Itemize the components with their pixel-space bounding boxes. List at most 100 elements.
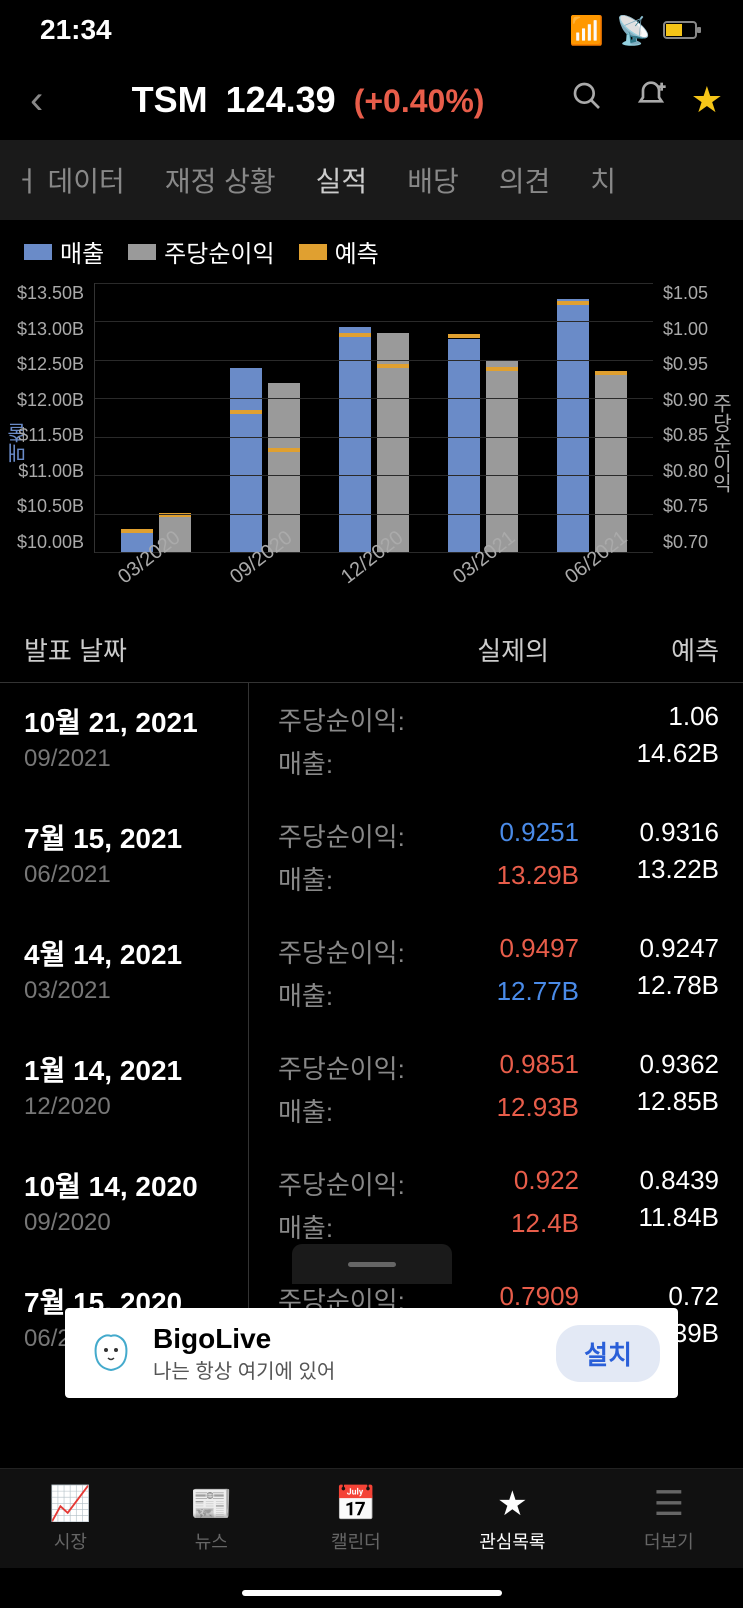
bar-group [121, 283, 191, 552]
home-indicator[interactable] [242, 1590, 502, 1596]
row-forecast: 0.936212.85B [579, 1049, 719, 1129]
tab-2[interactable]: 실적 [310, 152, 374, 208]
nav-label: 캘린더 [331, 1528, 381, 1554]
bar-forecast-marker [121, 529, 153, 533]
tab-1[interactable]: 재정 상황 [159, 152, 282, 208]
legend-item: 주당순이익 [128, 234, 274, 269]
chart-plot [94, 283, 653, 553]
legend-swatch [299, 244, 327, 260]
x-axis-labels: 03/202009/202012/202003/202106/2021 [94, 557, 653, 613]
row-forecast: 0.924712.78B [579, 933, 719, 1013]
tab-0[interactable]: ㅓ 데이터 [8, 152, 131, 208]
y-right-tick: $1.05 [663, 283, 711, 304]
legend-label: 예측 [335, 234, 379, 269]
table-row[interactable]: 4월 14, 202103/2021주당순이익:0.9497매출:12.77B0… [0, 915, 743, 1031]
table-row[interactable]: 1월 14, 202112/2020주당순이익:0.9851매출:12.93B0… [0, 1031, 743, 1147]
y-right-tick: $0.80 [663, 461, 711, 482]
col-actual-header: 실제의 [264, 631, 579, 668]
nav-item-3[interactable]: ★관심목록 [479, 1484, 545, 1554]
table-row[interactable]: 10월 21, 202109/2021주당순이익:매출:1.0614.62B [0, 683, 743, 799]
bar-group [448, 283, 518, 552]
ticker-symbol: TSM [132, 79, 208, 121]
y-left-tick: $13.00B [8, 319, 84, 340]
row-actual: 주당순이익:0.9497매출:12.77B [248, 933, 579, 1013]
bottom-nav: 📈 시장 📰 뉴스 📅캘린더 ★관심목록 ☰더보기 [0, 1468, 743, 1568]
bar-group [339, 283, 409, 552]
bar-forecast-marker [230, 410, 262, 414]
bar-b [377, 333, 409, 552]
nav-item-1[interactable]: 📰 뉴스 [190, 1484, 232, 1554]
row-forecast: 0.931613.22B [579, 817, 719, 897]
back-button[interactable]: ‹ [20, 78, 53, 123]
nav-label: 뉴스 [195, 1528, 228, 1554]
ticker-info[interactable]: TSM 124.39 (+0.40%) [69, 79, 546, 121]
y-left-tick: $10.00B [8, 532, 84, 553]
y-left-ticks: $13.50B $13.00B $12.50B $12.00B $11.50B $11.0… [8, 283, 90, 553]
row-actual: 주당순이익:0.922매출:12.4B [248, 1165, 579, 1245]
y-left-tick: $11.50B [8, 425, 84, 446]
y-right-tick: $0.95 [663, 354, 711, 375]
legend-swatch [24, 244, 52, 260]
y-right-tick: $0.90 [663, 390, 711, 411]
col-forecast-header: 예측 [579, 631, 719, 668]
nav-icon: ☰ [654, 1484, 684, 1524]
ticker-change: (+0.40%) [354, 83, 485, 120]
signal-icon: 📶 [569, 14, 604, 47]
sheet-handle[interactable] [292, 1244, 452, 1284]
row-date: 7월 15, 202106/2021 [24, 817, 248, 897]
y-left-tick: $12.00B [8, 390, 84, 411]
ad-subtitle: 나는 항상 여기에 있어 [153, 1355, 542, 1384]
y-right-tick: $0.70 [663, 532, 711, 553]
alert-icon[interactable] [627, 80, 675, 120]
ad-banner[interactable]: BigoLive 나는 항상 여기에 있어 설치 [65, 1308, 678, 1398]
legend-label: 주당순이익 [164, 234, 274, 269]
row-date: 1월 14, 202112/2020 [24, 1049, 248, 1129]
tab-3[interactable]: 배당 [401, 152, 465, 208]
chart[interactable]: 매출 주당순이익 $13.50B$13.00B$12.50B$12.00B$11… [8, 273, 735, 613]
bar-a [448, 339, 480, 552]
ad-app-icon [83, 1325, 139, 1381]
bar-forecast-marker [557, 301, 589, 305]
table-row[interactable]: 7월 15, 202106/2021주당순이익:0.9251매출:13.29B0… [0, 799, 743, 915]
y-left-tick: $13.50B [8, 283, 84, 304]
nav-item-4[interactable]: ☰더보기 [644, 1484, 694, 1554]
battery-icon [663, 20, 703, 40]
row-actual: 주당순이익:0.9251매출:13.29B [248, 817, 579, 897]
status-bar: 21:34 📶 📡 [0, 0, 743, 60]
chart-legend: 매출 주당순이익 예측 [0, 220, 743, 273]
row-actual: 주당순이익:0.9851매출:12.93B [248, 1049, 579, 1129]
nav-icon: 📈 [49, 1484, 91, 1524]
row-forecast: 1.0614.62B [579, 701, 719, 781]
bar-forecast-marker [486, 367, 518, 371]
y-left-tick: $11.00B [8, 461, 84, 482]
status-time: 21:34 [40, 14, 112, 46]
row-actual: 주당순이익:매출: [248, 701, 579, 781]
tab-4[interactable]: 의견 [493, 152, 557, 208]
row-date: 10월 21, 202109/2021 [24, 701, 248, 781]
bar-forecast-marker [268, 448, 300, 452]
bar-b [595, 375, 627, 552]
nav-icon: 📰 [190, 1484, 232, 1524]
y-right-tick: $0.85 [663, 425, 711, 446]
ad-text: BigoLive 나는 항상 여기에 있어 [153, 1323, 542, 1384]
nav-item-2[interactable]: 📅캘린더 [331, 1484, 381, 1554]
ad-title: BigoLive [153, 1323, 542, 1355]
bar-b [486, 360, 518, 552]
favorite-icon[interactable]: ★ [691, 79, 723, 121]
bar-forecast-marker [377, 364, 409, 368]
bar-group [230, 283, 300, 552]
search-icon[interactable] [563, 80, 611, 120]
y-left-tick: $10.50B [8, 496, 84, 517]
bar-forecast-marker [339, 333, 371, 337]
nav-item-0[interactable]: 📈 시장 [49, 1484, 91, 1554]
nav-label: 시장 [54, 1528, 87, 1554]
tab-5[interactable]: 치 [584, 152, 622, 208]
ad-install-button[interactable]: 설치 [556, 1325, 660, 1382]
row-date: 4월 14, 202103/2021 [24, 933, 248, 1013]
legend-label: 매출 [60, 234, 104, 269]
ticker-price: 124.39 [226, 79, 336, 121]
y-left-tick: $12.50B [8, 354, 84, 375]
row-forecast: 0.843911.84B [579, 1165, 719, 1245]
wifi-icon: 📡 [616, 14, 651, 47]
tab-bar: ㅓ 데이터 재정 상황 실적 배당 의견 치 [0, 140, 743, 220]
